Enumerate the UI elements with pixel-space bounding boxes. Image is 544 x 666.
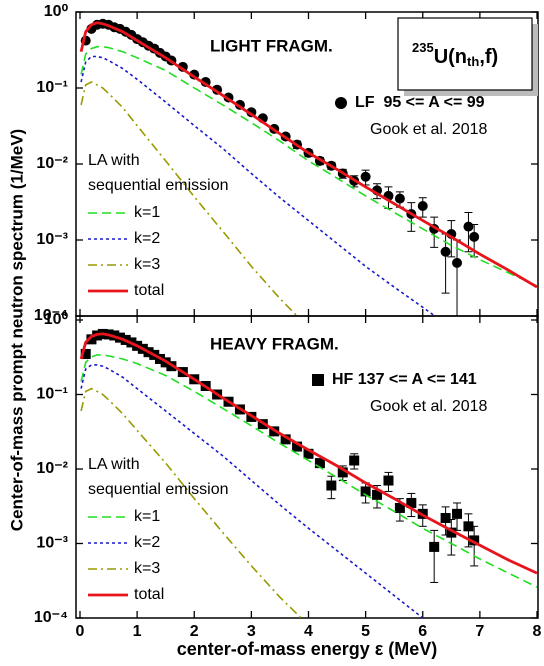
legend-label: LF 95 <= A <= 99 (355, 94, 485, 111)
x-tick-label: 7 (475, 623, 484, 640)
citation: Gook et al. 2018 (370, 398, 488, 415)
x-tick-label: 6 (418, 623, 427, 640)
data-point (280, 434, 291, 445)
reaction-part: ,f) (479, 46, 498, 68)
x-tick-label: 4 (304, 623, 313, 640)
legend-label: k=2 (134, 534, 160, 551)
data-point (446, 527, 457, 538)
data-point (463, 221, 474, 232)
plot-frame (75, 315, 539, 619)
curve (80, 364, 425, 618)
curve (80, 387, 303, 618)
data-point (463, 521, 474, 532)
x-tick-label: 0 (76, 623, 85, 640)
data-point (383, 475, 394, 486)
data-point (394, 193, 405, 204)
legend-label: HF 137 <= A <= 141 (332, 371, 477, 388)
citation: Gook et al. 2018 (370, 121, 488, 138)
data-point (469, 231, 480, 242)
curve (80, 45, 538, 287)
x-axis-label: center-of-mass energy ε (MeV) (177, 639, 438, 659)
y-tick-label: 10⁻² (36, 155, 68, 172)
curve (80, 354, 538, 588)
x-tick-label: 3 (247, 623, 256, 640)
data-point (80, 348, 91, 359)
legend-marker (335, 97, 347, 109)
x-tick-label: 5 (361, 623, 370, 640)
data-point (326, 480, 337, 491)
curve (80, 81, 299, 316)
legend-title: LA with (88, 456, 140, 473)
legend-label: k=1 (134, 204, 160, 221)
data-point (360, 171, 371, 182)
x-tick-label: 8 (533, 623, 542, 640)
plot-area (79, 18, 538, 316)
y-axis-label: Center-of-mass prompt neutron spectrum (… (7, 129, 26, 531)
y-tick-label: 10⁰ (44, 3, 69, 20)
legend-label: total (134, 586, 164, 603)
data-point (303, 448, 314, 459)
data-point (452, 508, 463, 519)
panel-label: HEAVY FRAGM. (210, 334, 339, 353)
legend-title: LA with (88, 152, 140, 169)
y-tick-label: 10⁻² (36, 460, 68, 477)
legend-label: total (134, 282, 164, 299)
reaction-part: 235 (412, 40, 434, 55)
data-point (452, 257, 463, 268)
reaction-label: 235U(nth,f) (412, 40, 498, 69)
curve (79, 21, 538, 289)
reaction-part: U(n (434, 46, 467, 68)
legend-label: k=1 (134, 508, 160, 525)
y-tick-label: 10⁰ (44, 311, 69, 328)
data-point (360, 486, 371, 497)
legend-label: k=2 (134, 230, 160, 247)
reaction-part: th (467, 54, 479, 69)
data-point (337, 467, 348, 478)
data-point (440, 512, 451, 523)
panel-label: LIGHT FRAGM. (210, 36, 333, 55)
data-point (394, 502, 405, 513)
legend-label: k=3 (134, 256, 160, 273)
legend-title: sequential emission (88, 481, 229, 498)
y-tick-label: 10⁻³ (36, 535, 68, 552)
y-tick-label: 10⁻³ (36, 231, 68, 248)
data-point (440, 246, 451, 257)
curve (79, 332, 538, 575)
x-tick-label: 1 (133, 623, 142, 640)
legend-title: sequential emission (88, 177, 229, 194)
data-point (314, 458, 325, 469)
data-point (292, 441, 303, 452)
data-point (372, 489, 383, 500)
y-tick-label: 10⁻⁴ (34, 609, 68, 626)
legend-label: k=3 (134, 560, 160, 577)
reaction-box (397, 17, 533, 91)
data-point (406, 497, 417, 508)
y-tick-label: 10⁻⁴ (34, 307, 68, 324)
data-point (469, 535, 480, 546)
y-tick-label: 10⁻¹ (36, 79, 68, 96)
data-point (429, 541, 440, 552)
data-point (417, 201, 428, 212)
plot-area (79, 328, 538, 618)
y-tick-label: 10⁻¹ (36, 386, 68, 403)
data-point (86, 334, 97, 345)
x-tick-label: 2 (190, 623, 199, 640)
data-point (349, 455, 360, 466)
legend-marker (312, 374, 324, 386)
